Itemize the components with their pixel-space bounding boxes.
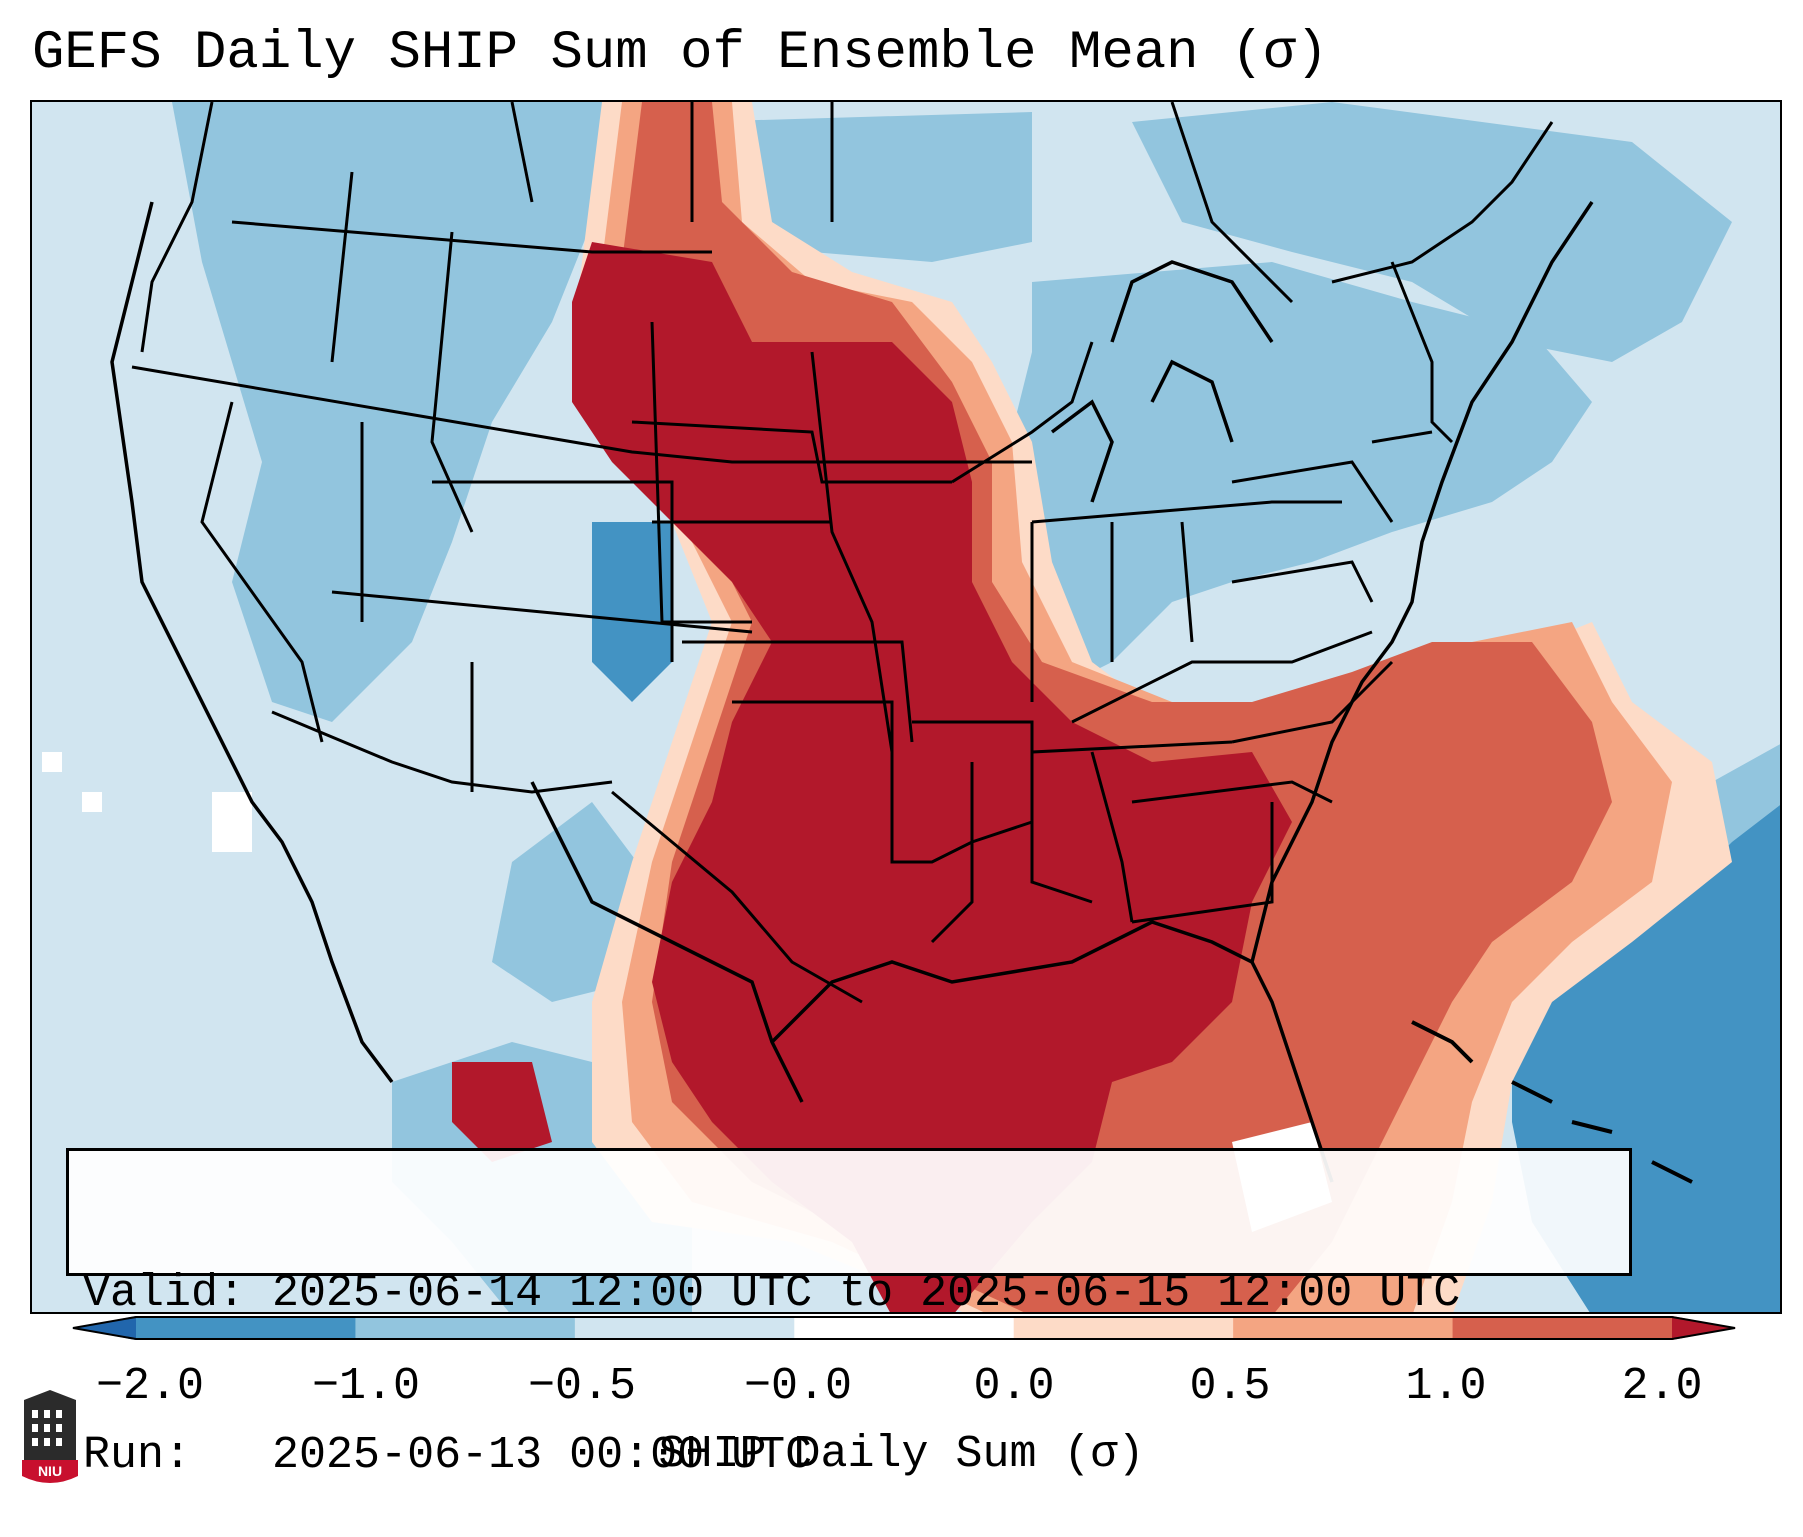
strong-negative-colorado xyxy=(592,522,672,702)
valid-row: Valid: 2025-06-14 12:00 UTC to 2025-06-1… xyxy=(83,1267,1615,1321)
colorbar-segment xyxy=(1013,1316,1234,1340)
map-panel xyxy=(30,100,1782,1314)
colorbar-segment xyxy=(355,1316,576,1340)
state-boundaries xyxy=(131,102,1554,1004)
colorbar-tick-label: 1.0 xyxy=(1405,1361,1487,1412)
coastlines xyxy=(110,201,1594,1183)
run-row: Run: 2025-06-13 00:00 UTC xyxy=(83,1429,1615,1483)
colorbar-tick-label: 0.5 xyxy=(1189,1361,1271,1412)
colorbar-tick-label: −2.0 xyxy=(95,1361,205,1412)
niu-logo-icon: NIU xyxy=(22,1390,78,1483)
colorbar-segment xyxy=(1452,1316,1673,1340)
colorbar xyxy=(72,1316,1736,1340)
colorbar-extend-low xyxy=(72,1316,136,1340)
colorbar-tick-label: 0.0 xyxy=(973,1361,1055,1412)
colorbar-extend-high xyxy=(1672,1316,1736,1340)
colorbar-tick-label: −0.5 xyxy=(527,1361,637,1412)
map-title: GEFS Daily SHIP Sum of Ensemble Mean (σ) xyxy=(32,23,1329,84)
caribbean-islands xyxy=(1411,1020,1693,1184)
run-label: Run: xyxy=(83,1430,192,1481)
niu-logo-text: NIU xyxy=(38,1463,62,1479)
colorbar-segment xyxy=(794,1316,1015,1340)
colorbar-segment xyxy=(1233,1316,1454,1340)
colorbar-outline xyxy=(72,1316,1736,1340)
colorbar-label: SHIP Daily Sum (σ) xyxy=(658,1429,1145,1480)
colorbar-segment xyxy=(574,1316,795,1340)
colorbar-tick-label: −1.0 xyxy=(311,1361,421,1412)
colorbar-segment xyxy=(136,1316,356,1340)
valid-value: 2025-06-14 12:00 UTC to 2025-06-15 12:00… xyxy=(272,1268,1461,1319)
validity-info-box: Valid: 2025-06-14 12:00 UTC to 2025-06-1… xyxy=(66,1148,1632,1481)
colorbar-tick-label: −0.0 xyxy=(743,1361,853,1412)
very-high-positive-region xyxy=(452,242,1292,1312)
valid-label: Valid: xyxy=(83,1268,246,1319)
anomaly-map xyxy=(32,102,1780,1312)
run-value: 2025-06-13 00:00 UTC xyxy=(272,1430,813,1481)
colorbar-tick-label: 2.0 xyxy=(1621,1361,1703,1412)
